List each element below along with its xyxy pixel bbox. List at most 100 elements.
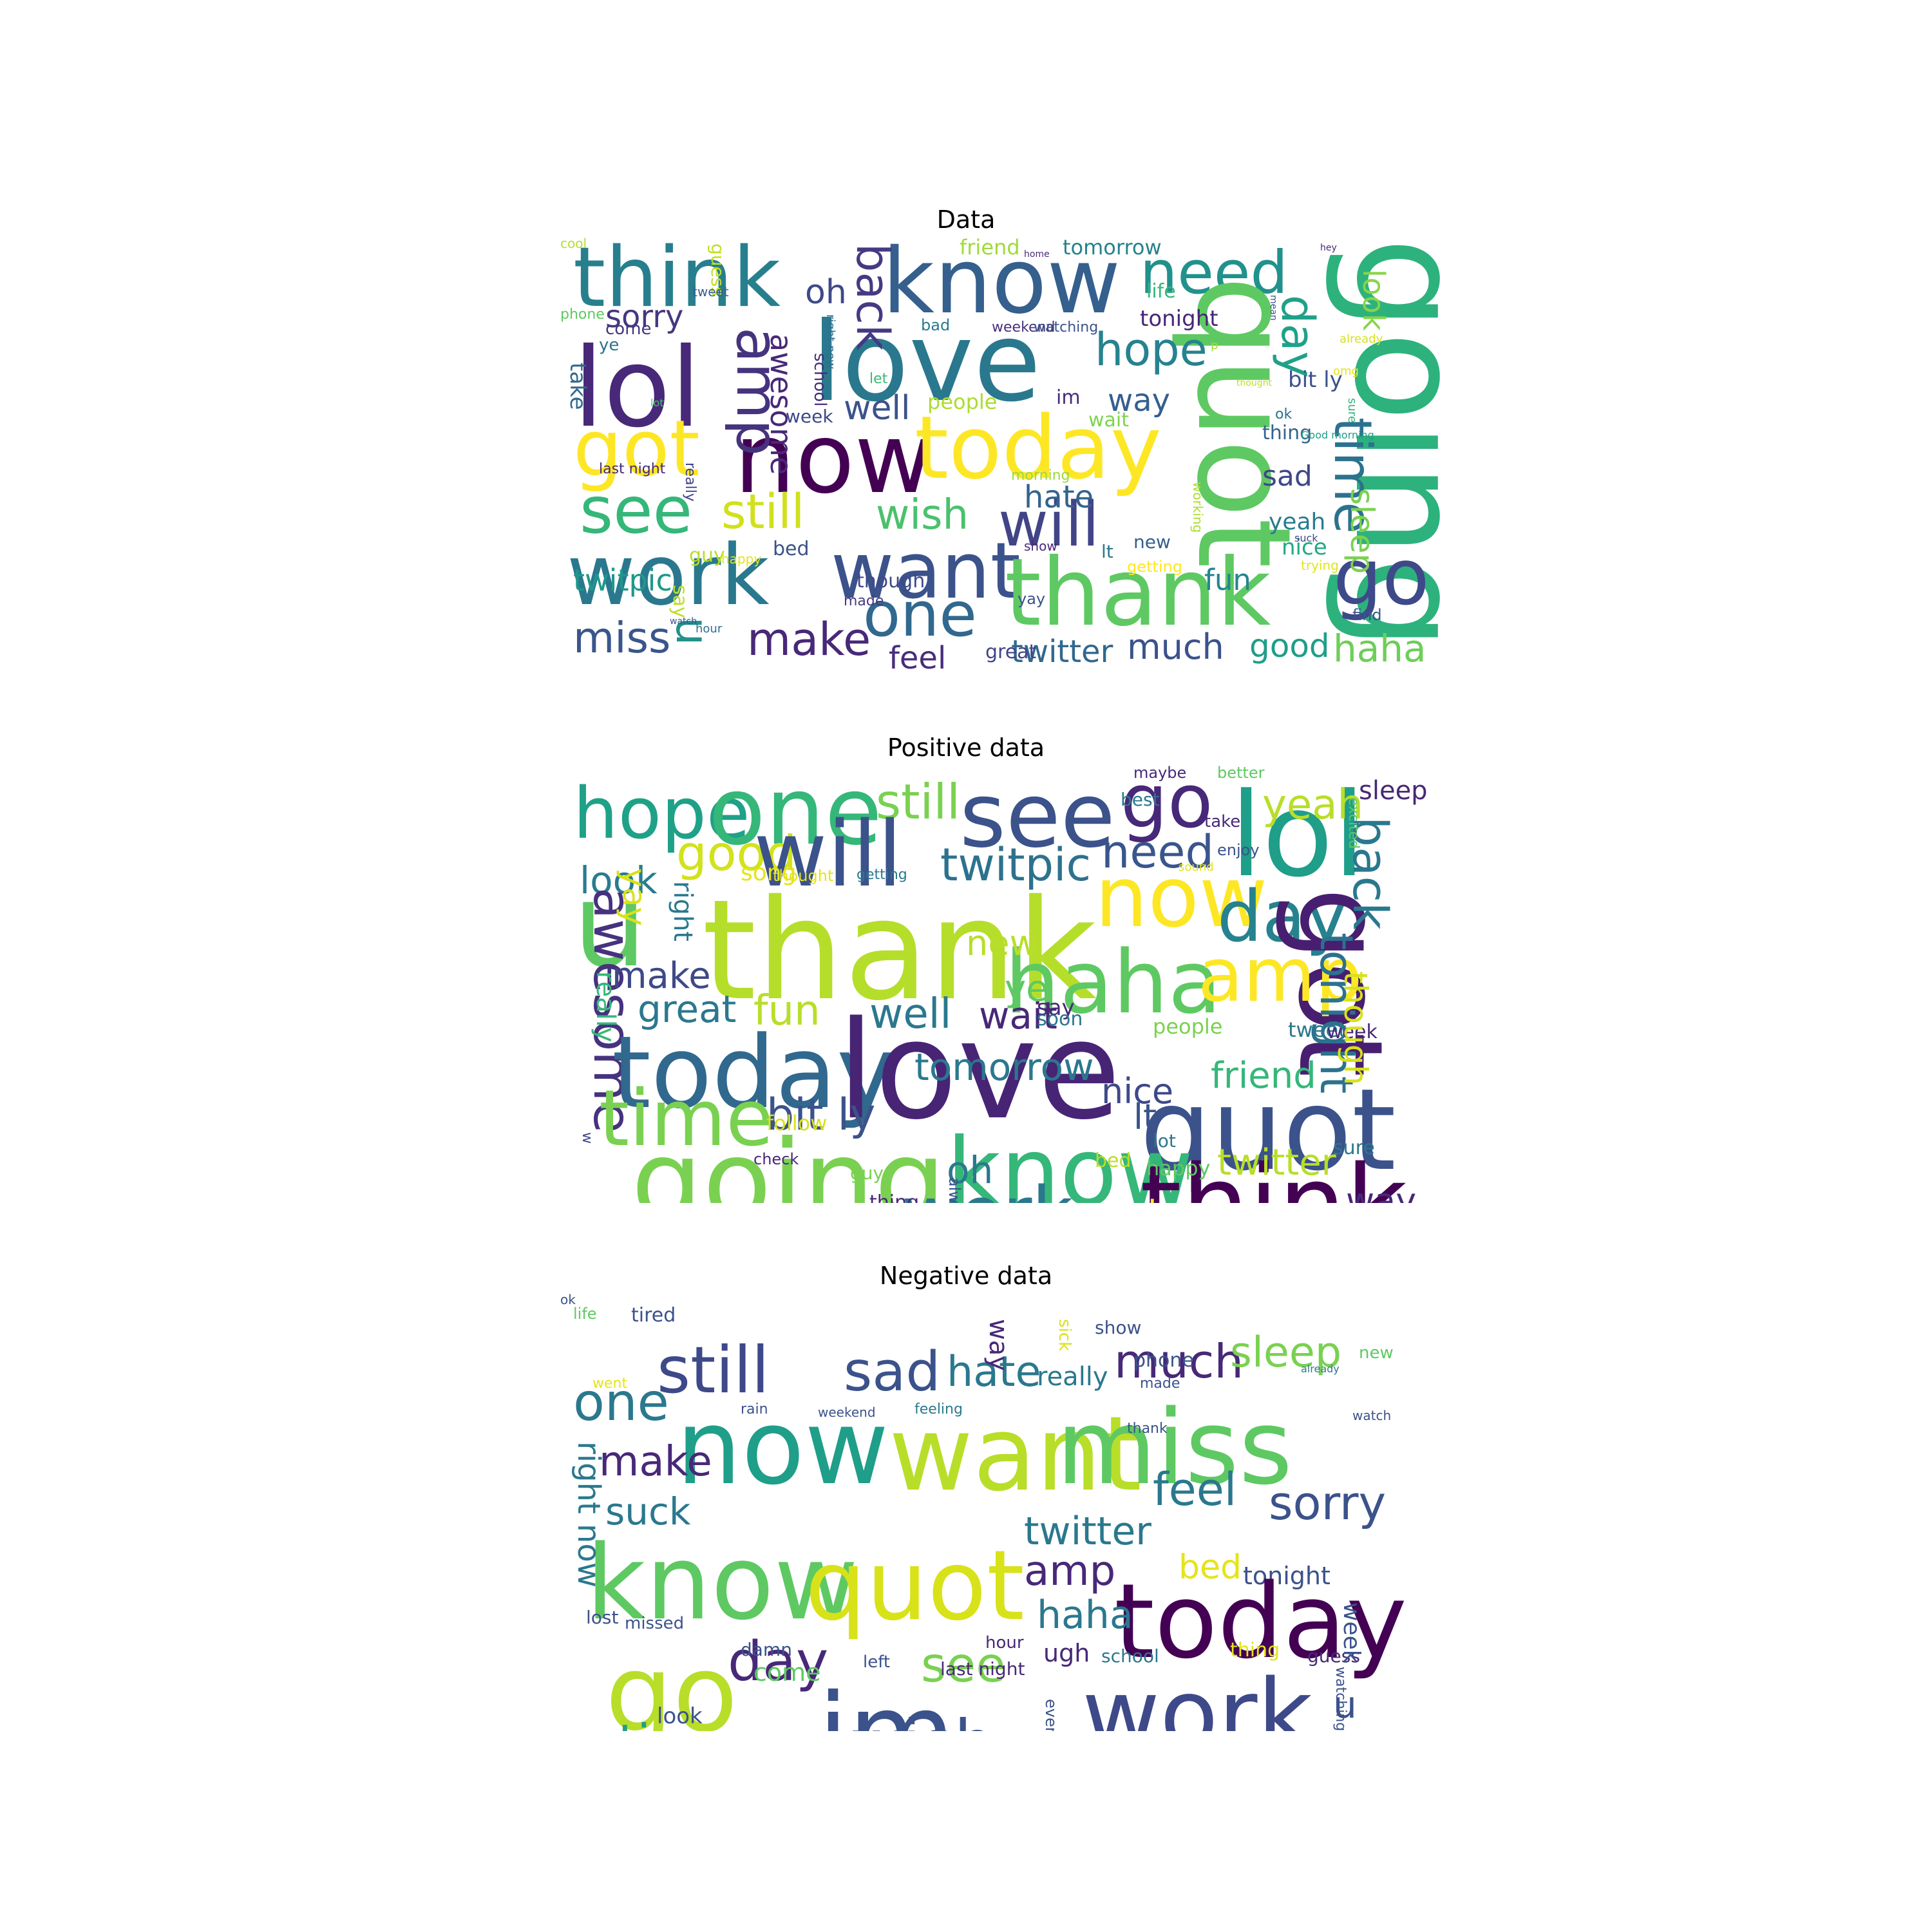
word-make: make — [599, 1438, 712, 1486]
word-fun: fun — [1204, 563, 1251, 597]
word-love: love — [837, 992, 1121, 1150]
word-watch: watch — [670, 616, 697, 627]
word-sound: sound — [1179, 860, 1214, 874]
word-now: now — [734, 403, 934, 515]
word-will: will — [998, 489, 1099, 560]
word-hour: hour — [696, 622, 723, 636]
word-wait: wait — [1088, 409, 1130, 431]
word-know: know — [882, 237, 1121, 334]
word-better: better — [1217, 765, 1265, 782]
word-today: today — [914, 397, 1162, 498]
word-now: now — [1095, 848, 1268, 946]
word-still: still — [876, 773, 960, 830]
word-tonight: tonight — [1140, 306, 1218, 332]
word-one: one — [573, 1372, 669, 1432]
word-went: went — [592, 1376, 628, 1392]
word-sad: sad — [1262, 460, 1312, 493]
word-think: think — [573, 237, 781, 326]
word-getting: getting — [857, 867, 907, 883]
word-feel: feel — [889, 640, 947, 675]
word-find: find — [1352, 606, 1382, 624]
word-well: well — [844, 389, 911, 428]
word-bad: bad — [921, 316, 951, 334]
word-see: see — [580, 473, 693, 548]
word-say: say — [1037, 995, 1075, 1021]
word-sleep: sleep — [1230, 1329, 1342, 1377]
word-feeling: feeling — [914, 1401, 963, 1417]
word-think: think — [1140, 1151, 1407, 1204]
word-twitter: twitter — [1024, 1509, 1151, 1554]
word-guy: guy — [689, 544, 725, 567]
word-guess: guess — [1307, 1645, 1360, 1667]
word-ye: ye — [599, 336, 620, 355]
word-haha: haha — [1333, 627, 1426, 670]
word-nice: nice — [1282, 535, 1327, 560]
word-nice: nice — [1101, 1071, 1174, 1112]
word-last-night: last night — [599, 461, 666, 477]
word-come: come — [753, 1658, 821, 1687]
word-time: time — [599, 1074, 774, 1164]
word-left: left — [863, 1653, 891, 1672]
word-life: life — [573, 1305, 597, 1323]
word-sorry: sorry — [605, 299, 684, 335]
word-enjoy: enjoy — [1217, 841, 1260, 859]
word-watching: watching — [1332, 1667, 1349, 1731]
word-week: week — [1327, 1021, 1378, 1043]
word-lol: lol — [1230, 768, 1366, 903]
word-way: way — [1108, 383, 1171, 419]
word-work: work — [1082, 1659, 1313, 1731]
word-wish: wish — [850, 1712, 995, 1732]
word-lt: lt — [1133, 1097, 1157, 1137]
word-cool: cool — [560, 237, 587, 251]
word-thing: thing — [1262, 422, 1312, 444]
word-bit-ly: bit ly — [1288, 367, 1343, 393]
word-go: go — [1333, 533, 1430, 623]
word-one: one — [708, 765, 882, 866]
word-hey: hey — [1320, 243, 1337, 253]
word-sick: sick — [1055, 1319, 1074, 1352]
word-missed: missed — [625, 1614, 685, 1633]
word-new: new — [966, 923, 1038, 963]
word-last-night: last night — [940, 1658, 1025, 1680]
word-new: new — [1359, 1343, 1394, 1363]
word-phone: phone — [560, 307, 605, 323]
word-tired: tired — [631, 1304, 676, 1327]
word-happy: happy — [721, 551, 762, 567]
word-want: want — [831, 527, 1021, 616]
panel-title: Negative data — [879, 1262, 1053, 1290]
word-yay: yay — [1018, 590, 1046, 608]
word-today: today — [612, 1014, 896, 1131]
word-yeah: yeah — [1262, 781, 1364, 829]
word-will: will — [753, 802, 903, 907]
word-getting: getting — [1127, 558, 1182, 576]
word-lot: lot — [1153, 1130, 1176, 1151]
word-good: good — [676, 825, 797, 882]
word-morning: morning — [1011, 468, 1070, 484]
word-sad: sad — [844, 1340, 941, 1404]
word-already: already — [1340, 332, 1383, 346]
word-fun: fun — [753, 987, 820, 1035]
word-suck: suck — [1294, 532, 1318, 544]
word-really: really — [1037, 1362, 1108, 1392]
word-school: school — [1101, 1645, 1159, 1667]
panel-title: Data — [936, 205, 996, 234]
word-new: new — [1133, 531, 1171, 553]
word-sure: sure — [1333, 1137, 1375, 1159]
word-great: great — [985, 641, 1037, 663]
word-maybe: maybe — [1133, 765, 1187, 782]
word-much: much — [1075, 1197, 1169, 1203]
word-lt: lt — [1101, 541, 1113, 562]
word-tomorrow: tomorrow — [1063, 237, 1162, 260]
word-way: way — [1346, 1180, 1417, 1204]
word-rain: rain — [741, 1401, 768, 1417]
word-now: now — [676, 1387, 889, 1508]
word-watching: watching — [1034, 319, 1099, 336]
word-one: one — [863, 580, 977, 650]
word-already: already — [1301, 1363, 1340, 1375]
word-happy: happy — [1146, 1156, 1211, 1180]
word-bed: bed — [773, 538, 810, 560]
word-miss: miss — [573, 613, 671, 663]
word-day: day — [1217, 875, 1348, 958]
word-great: great — [638, 987, 737, 1031]
word-follow: follow — [766, 1111, 828, 1135]
